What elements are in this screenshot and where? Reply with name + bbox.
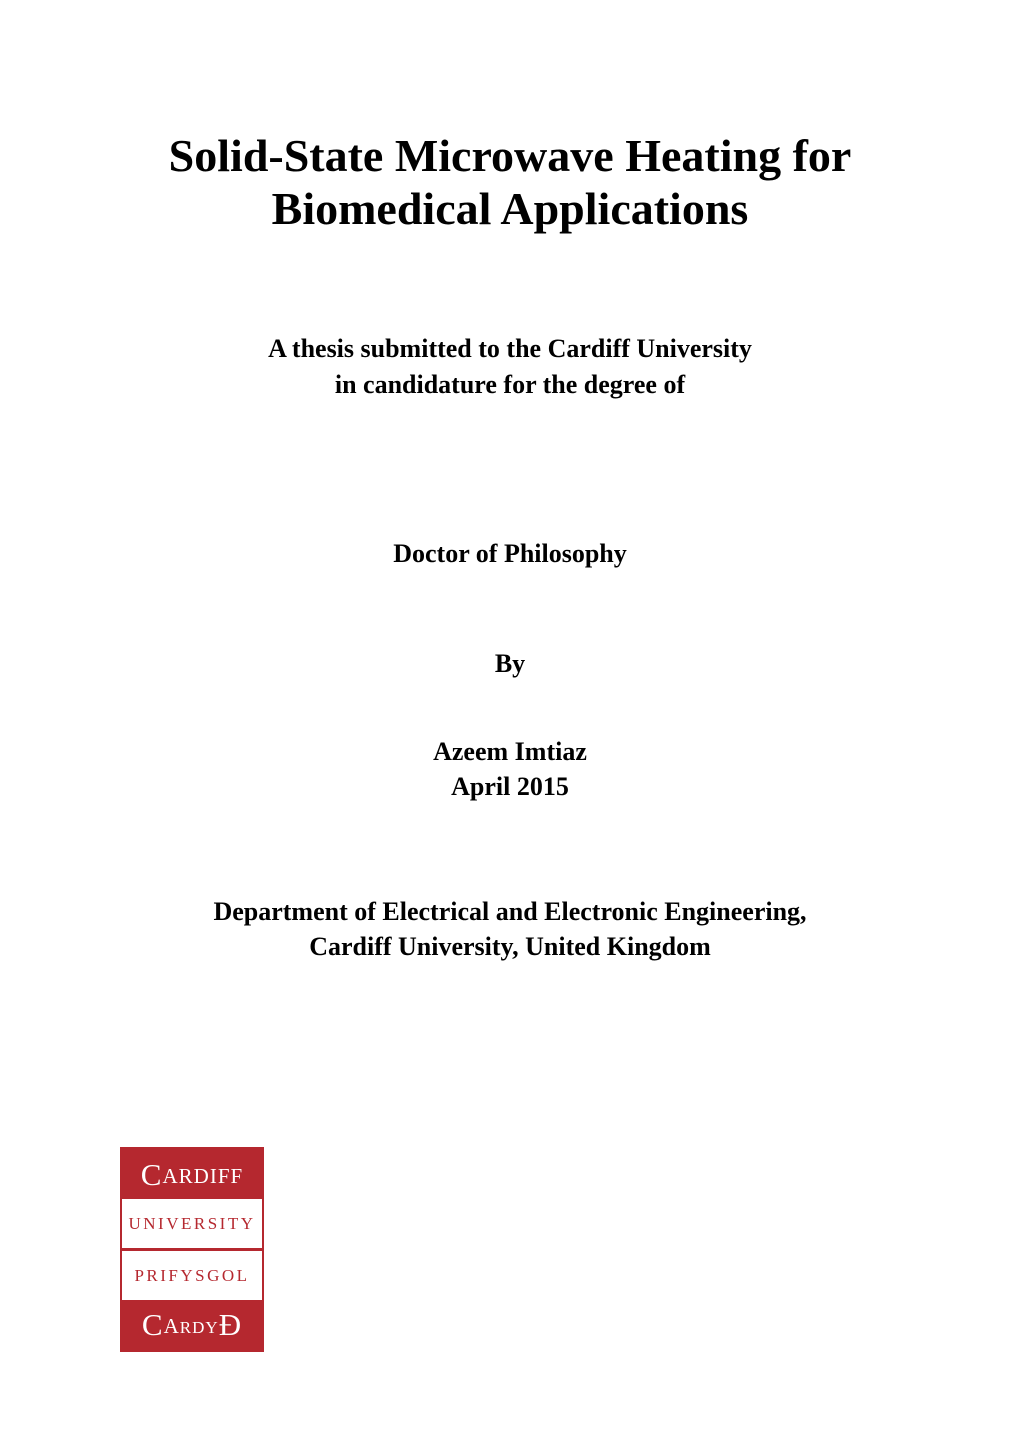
department-line-1: Department of Electrical and Electronic … — [120, 894, 900, 929]
author-block: Azeem Imtiaz April 2015 — [120, 734, 900, 804]
submission-line-2: in candidature for the degree of — [120, 367, 900, 403]
department-line-2: Cardiff University, United Kingdom — [120, 929, 900, 964]
thesis-title: Solid-State Microwave Heating for Biomed… — [120, 130, 900, 236]
author-name: Azeem Imtiaz — [120, 734, 900, 769]
logo-panel-prifysgol: PRIFYSGOL — [120, 1251, 264, 1300]
logo-text-prifysgol: PRIFYSGOL — [134, 1266, 249, 1286]
thesis-title-page: Solid-State Microwave Heating for Biomed… — [0, 0, 1020, 1442]
logo-panel-university: UNIVERSITY — [120, 1199, 264, 1248]
university-logo: CARDIFF UNIVERSITY PRIFYSGOL CARDYÐ — [120, 1147, 264, 1352]
department-block: Department of Electrical and Electronic … — [120, 894, 900, 964]
logo-panel-caerdydd: CARDYÐ — [120, 1300, 264, 1349]
logo-text-cardiff: CARDIFF — [141, 1157, 243, 1193]
logo-text-university: UNIVERSITY — [129, 1214, 256, 1234]
degree-name: Doctor of Philosophy — [120, 539, 900, 569]
title-line-2: Biomedical Applications — [272, 183, 749, 234]
title-line-1: Solid-State Microwave Heating for — [169, 130, 852, 181]
logo-text-caerdydd: CARDYÐ — [142, 1307, 242, 1343]
submission-line-1: A thesis submitted to the Cardiff Univer… — [120, 331, 900, 367]
submission-statement: A thesis submitted to the Cardiff Univer… — [120, 331, 900, 404]
cardiff-university-logo-icon: CARDIFF UNIVERSITY PRIFYSGOL CARDYÐ — [120, 1147, 264, 1352]
by-label: By — [120, 649, 900, 679]
submission-date: April 2015 — [120, 769, 900, 804]
logo-bottom-bar — [120, 1349, 264, 1352]
logo-panel-cardiff: CARDIFF — [120, 1150, 264, 1199]
